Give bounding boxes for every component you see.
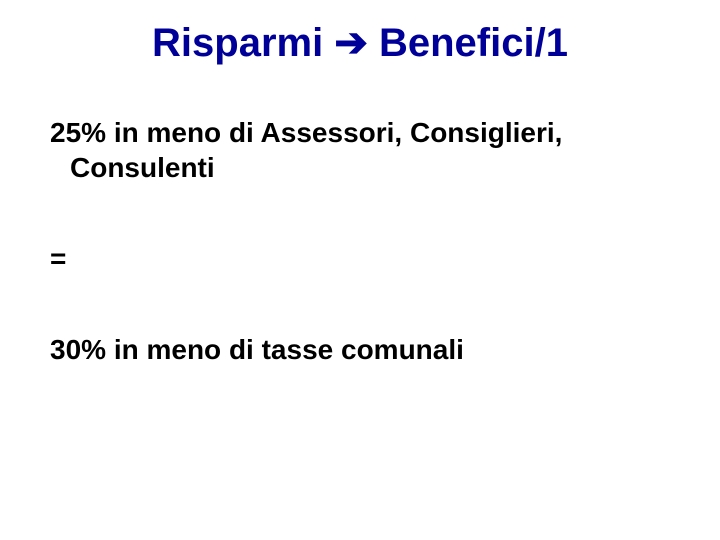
body-block-0: 25% in meno di Assessori, Consiglieri, C…: [50, 115, 670, 185]
title-right: Benefici/1: [379, 21, 568, 65]
title-left: Risparmi: [152, 21, 323, 65]
slide-body: 25% in meno di Assessori, Consiglieri, C…: [50, 115, 670, 423]
body-line: Consulenti: [50, 150, 670, 185]
body-line: =: [50, 241, 670, 276]
body-line: 30% in meno di tasse comunali: [50, 332, 670, 367]
body-line: 25% in meno di Assessori, Consiglieri,: [50, 115, 670, 150]
slide: Risparmi ➔ Benefici/1 25% in meno di Ass…: [0, 0, 720, 540]
arrow-right-icon: ➔: [334, 21, 368, 65]
body-block-1: =: [50, 241, 670, 276]
body-block-2: 30% in meno di tasse comunali: [50, 332, 670, 367]
slide-title: Risparmi ➔ Benefici/1: [0, 20, 720, 66]
